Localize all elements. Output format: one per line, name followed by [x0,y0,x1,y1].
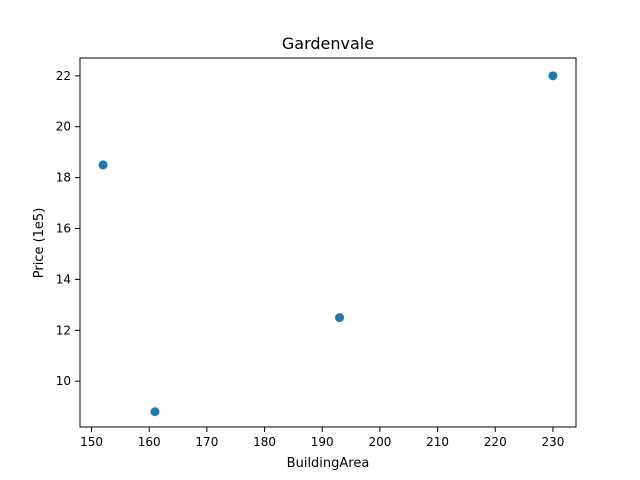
axis-ticks: 150 160 170 180 190 200 210 220 230 10 12 14 16 18 20 2… [56,69,565,449]
data-point [548,71,558,81]
x-tick-label: 150 [80,435,103,449]
y-tick-label: 20 [56,120,71,134]
y-tick-label: 10 [56,374,71,388]
y-axis-label: Price (1e5) [32,208,47,279]
x-axis-label: BuildingArea [287,456,370,471]
y-tick-label: 18 [56,171,71,185]
x-tick-label: 190 [311,435,334,449]
y-tick-label: 14 [56,272,71,286]
x-tick-label: 200 [368,435,391,449]
data-point [98,160,108,170]
data-point [335,313,345,323]
x-tick-label: 160 [138,435,161,449]
x-tick-label: 180 [253,435,276,449]
y-tick-label: 22 [56,69,71,83]
x-tick-label: 230 [541,435,564,449]
data-points [98,71,558,417]
chart-title: Gardenvale [282,34,374,53]
x-tick-label: 210 [426,435,449,449]
data-point [150,407,160,417]
plot-frame [79,57,577,428]
x-tick-label: 220 [484,435,507,449]
x-tick-label: 170 [195,435,218,449]
y-tick-label: 16 [56,222,71,236]
y-tick-label: 12 [56,323,71,337]
